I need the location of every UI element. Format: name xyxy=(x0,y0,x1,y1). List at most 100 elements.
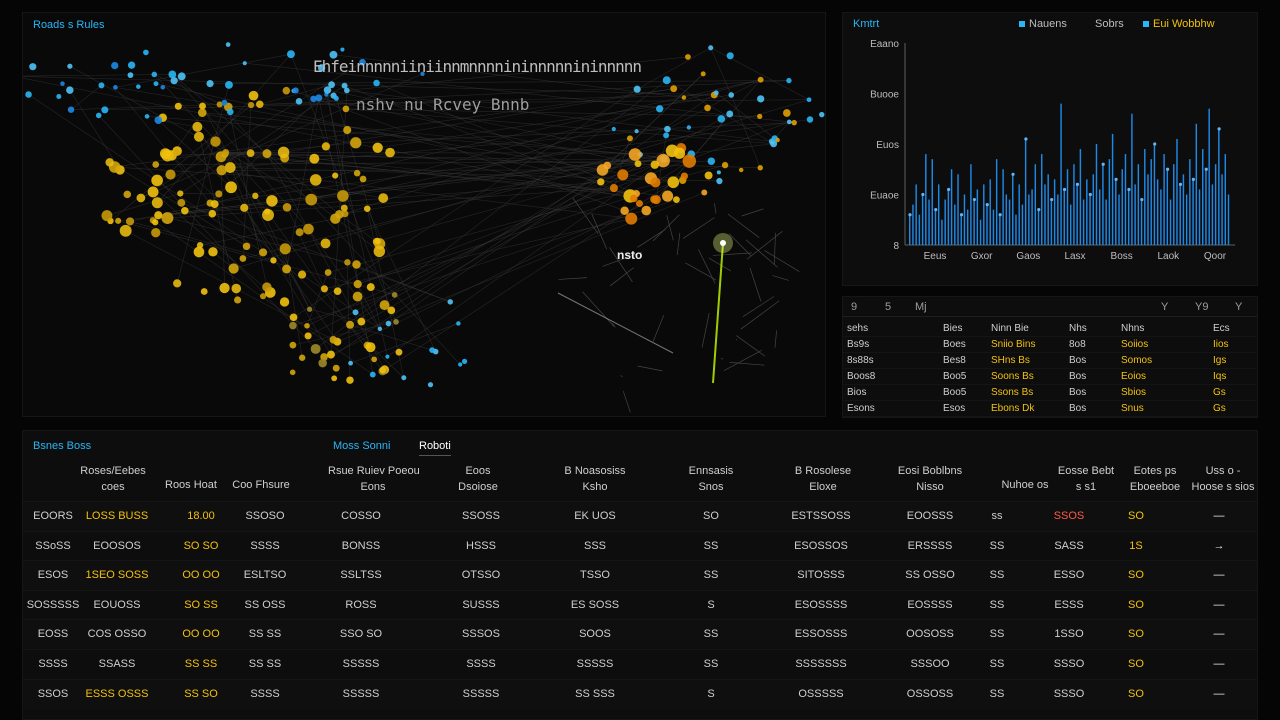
location-dot xyxy=(620,206,629,215)
table-row[interactable]: EOSS COS OSSO OO OO SS SS SSO SO SSSOS SOOS SS E… xyxy=(23,619,1257,650)
network-line xyxy=(70,104,220,110)
legend-item[interactable]: Eui Wobbhw xyxy=(1143,18,1215,30)
column-header[interactable]: Roses/Eebes coes xyxy=(68,463,158,495)
legend-item[interactable]: Nauens xyxy=(1019,18,1067,30)
table-row[interactable]: SSoSS EOOSOS SO SO SSSS BONSS HSSS SSS SS ESOSSO… xyxy=(23,530,1257,561)
column-header[interactable]: Ennsasis Snos xyxy=(666,463,756,495)
location-dot xyxy=(427,382,434,388)
bar xyxy=(976,189,979,245)
location-dot xyxy=(350,137,362,149)
bar-point xyxy=(1166,167,1170,171)
table-cell: SSSSS xyxy=(462,687,500,700)
network-line xyxy=(685,262,717,281)
location-dot xyxy=(127,61,136,69)
column-header-line: Rsue Ruiev Poeou xyxy=(328,465,420,477)
table-cell: SSSOS xyxy=(462,628,500,641)
tab-secondary[interactable]: Moss Sonni xyxy=(333,440,391,452)
table-cell: SOSSSSS xyxy=(26,598,80,611)
map-panel[interactable]: Roads s Rules Ehfeinnnnniiniinnmnnnninin… xyxy=(22,12,826,417)
summary-cell: Esons xyxy=(847,403,875,414)
bar xyxy=(944,199,946,245)
toolbar-icon[interactable]: Y xyxy=(1235,301,1243,313)
network-line xyxy=(259,84,332,105)
table-row[interactable]: EOORS LOSS BUSS 18.00 SSOSO COSSO SSOSS EK UOS… xyxy=(23,501,1257,531)
location-dot xyxy=(369,371,376,378)
table-row[interactable]: SSOS ESSS OSSS SS SO SSSS SSSSS SSSSS SS SSS S O… xyxy=(23,678,1257,709)
toolbar-icon[interactable]: Mj xyxy=(915,301,927,313)
summary-cell: Esos xyxy=(943,403,966,414)
network-line xyxy=(346,90,773,142)
summary-row[interactable]: Boos8 Boo5 Soons Bs Bos Eoios Iqs xyxy=(843,369,1257,385)
tab-primary[interactable]: Bsnes Boss xyxy=(33,440,92,452)
location-dot xyxy=(352,291,363,302)
tab-active[interactable]: Roboti xyxy=(419,440,451,456)
bar-point xyxy=(1062,187,1067,192)
summary-row[interactable]: sehs Bies Ninn Bie Nhs Nhns Ecs xyxy=(843,321,1257,337)
bar xyxy=(1118,194,1120,245)
network-line xyxy=(736,335,766,357)
bar-point xyxy=(1088,192,1092,197)
location-dot xyxy=(704,171,713,180)
table-row[interactable]: SSSS SSASS SS SS SS SS SSSSS SSSS SSSSS SS SSSSS… xyxy=(23,649,1257,679)
location-dot xyxy=(324,269,332,276)
column-header[interactable]: Uss o - Hoose s sios xyxy=(1178,463,1268,495)
summary-table: 9 5 Mj Y Y9 Y sehs Bies Ninn Bie Nhs Nhns Ecs… xyxy=(842,296,1258,418)
location-dot xyxy=(259,293,267,300)
summary-row[interactable]: Esons Esos Ebons Dk Bos Snus Gs xyxy=(843,401,1257,417)
toolbar-icon[interactable]: Y xyxy=(1161,301,1169,313)
column-header-line: Nuhoe os xyxy=(1001,479,1049,491)
column-header[interactable]: Eosse Bebt s s1 xyxy=(1041,463,1131,495)
column-header[interactable]: Eotes ps Eboeeboe xyxy=(1110,463,1200,495)
summary-row[interactable]: Bios Boo5 Ssons Bs Bos Sbios Gs xyxy=(843,385,1257,401)
network-line xyxy=(286,207,325,289)
column-header[interactable]: Rsue Ruiev Poeou Eons xyxy=(328,463,420,495)
summary-row[interactable]: 8s88s Bes8 SHns Bs Bos Somos Igs xyxy=(843,353,1257,369)
bar xyxy=(1079,149,1082,245)
bar xyxy=(1115,179,1117,245)
column-header-line: Eosse Bebt xyxy=(1057,465,1115,477)
location-dot xyxy=(596,164,609,176)
column-header[interactable]: Coo Fhsure xyxy=(216,477,306,493)
location-dot xyxy=(298,354,306,361)
table-row[interactable]: SOSSSSS EOUOSS SO SS SS OSS ROSS SUSSS ES SOSS… xyxy=(23,589,1257,620)
location-dot xyxy=(342,105,350,113)
column-header[interactable]: Eosi Boblbns Nisso xyxy=(885,463,975,495)
table-cell: OOSOSS xyxy=(906,628,954,641)
network-line xyxy=(309,308,362,322)
toolbar-icon[interactable]: Y9 xyxy=(1195,301,1209,313)
world-map[interactable] xyxy=(23,13,826,417)
column-header[interactable]: Roos Hoat xyxy=(146,477,236,493)
legend-item[interactable]: Sobrs xyxy=(1095,18,1124,30)
network-line xyxy=(23,74,173,77)
column-header[interactable]: B Noasosiss Ksho xyxy=(550,463,640,495)
table-cell: ESSS xyxy=(1054,598,1084,611)
network-line xyxy=(558,277,587,280)
location-dot xyxy=(165,169,176,180)
toolbar-icon[interactable]: 5 xyxy=(885,301,892,313)
location-dot xyxy=(168,70,177,79)
column-header[interactable]: Eoos Dsoiose xyxy=(433,463,523,495)
column-header[interactable]: Nuhoe os xyxy=(980,477,1070,493)
network-line xyxy=(224,154,637,194)
network-line xyxy=(337,192,705,342)
legend-swatch xyxy=(1019,21,1025,27)
column-header-line: Eosi Boblbns xyxy=(897,465,963,477)
bar xyxy=(999,214,1001,245)
summary-cell: Bes8 xyxy=(943,355,966,366)
bar xyxy=(1034,164,1037,245)
summary-row[interactable]: Bs9s Boes Sniio Bins 8o8 Soiios Iios xyxy=(843,337,1257,353)
network-line xyxy=(125,230,334,341)
table-cell: SSS xyxy=(583,539,606,552)
bar xyxy=(1227,194,1230,245)
table-row[interactable]: ESOS 1SEO SOSS OO OO ESLTSO SSLTSS OTSSO TSSO S… xyxy=(23,560,1257,591)
bar xyxy=(1166,169,1169,245)
summary-cell: Ecs xyxy=(1213,323,1230,334)
toolbar-icon[interactable]: 9 xyxy=(851,301,858,313)
location-dot xyxy=(177,72,186,81)
column-header[interactable]: B Rosolese Eloxe xyxy=(778,463,868,495)
table-cell: — xyxy=(1213,510,1225,522)
network-line xyxy=(200,218,336,246)
bar xyxy=(1160,189,1162,245)
table-cell: COSSO xyxy=(341,510,381,522)
network-line xyxy=(152,191,271,293)
